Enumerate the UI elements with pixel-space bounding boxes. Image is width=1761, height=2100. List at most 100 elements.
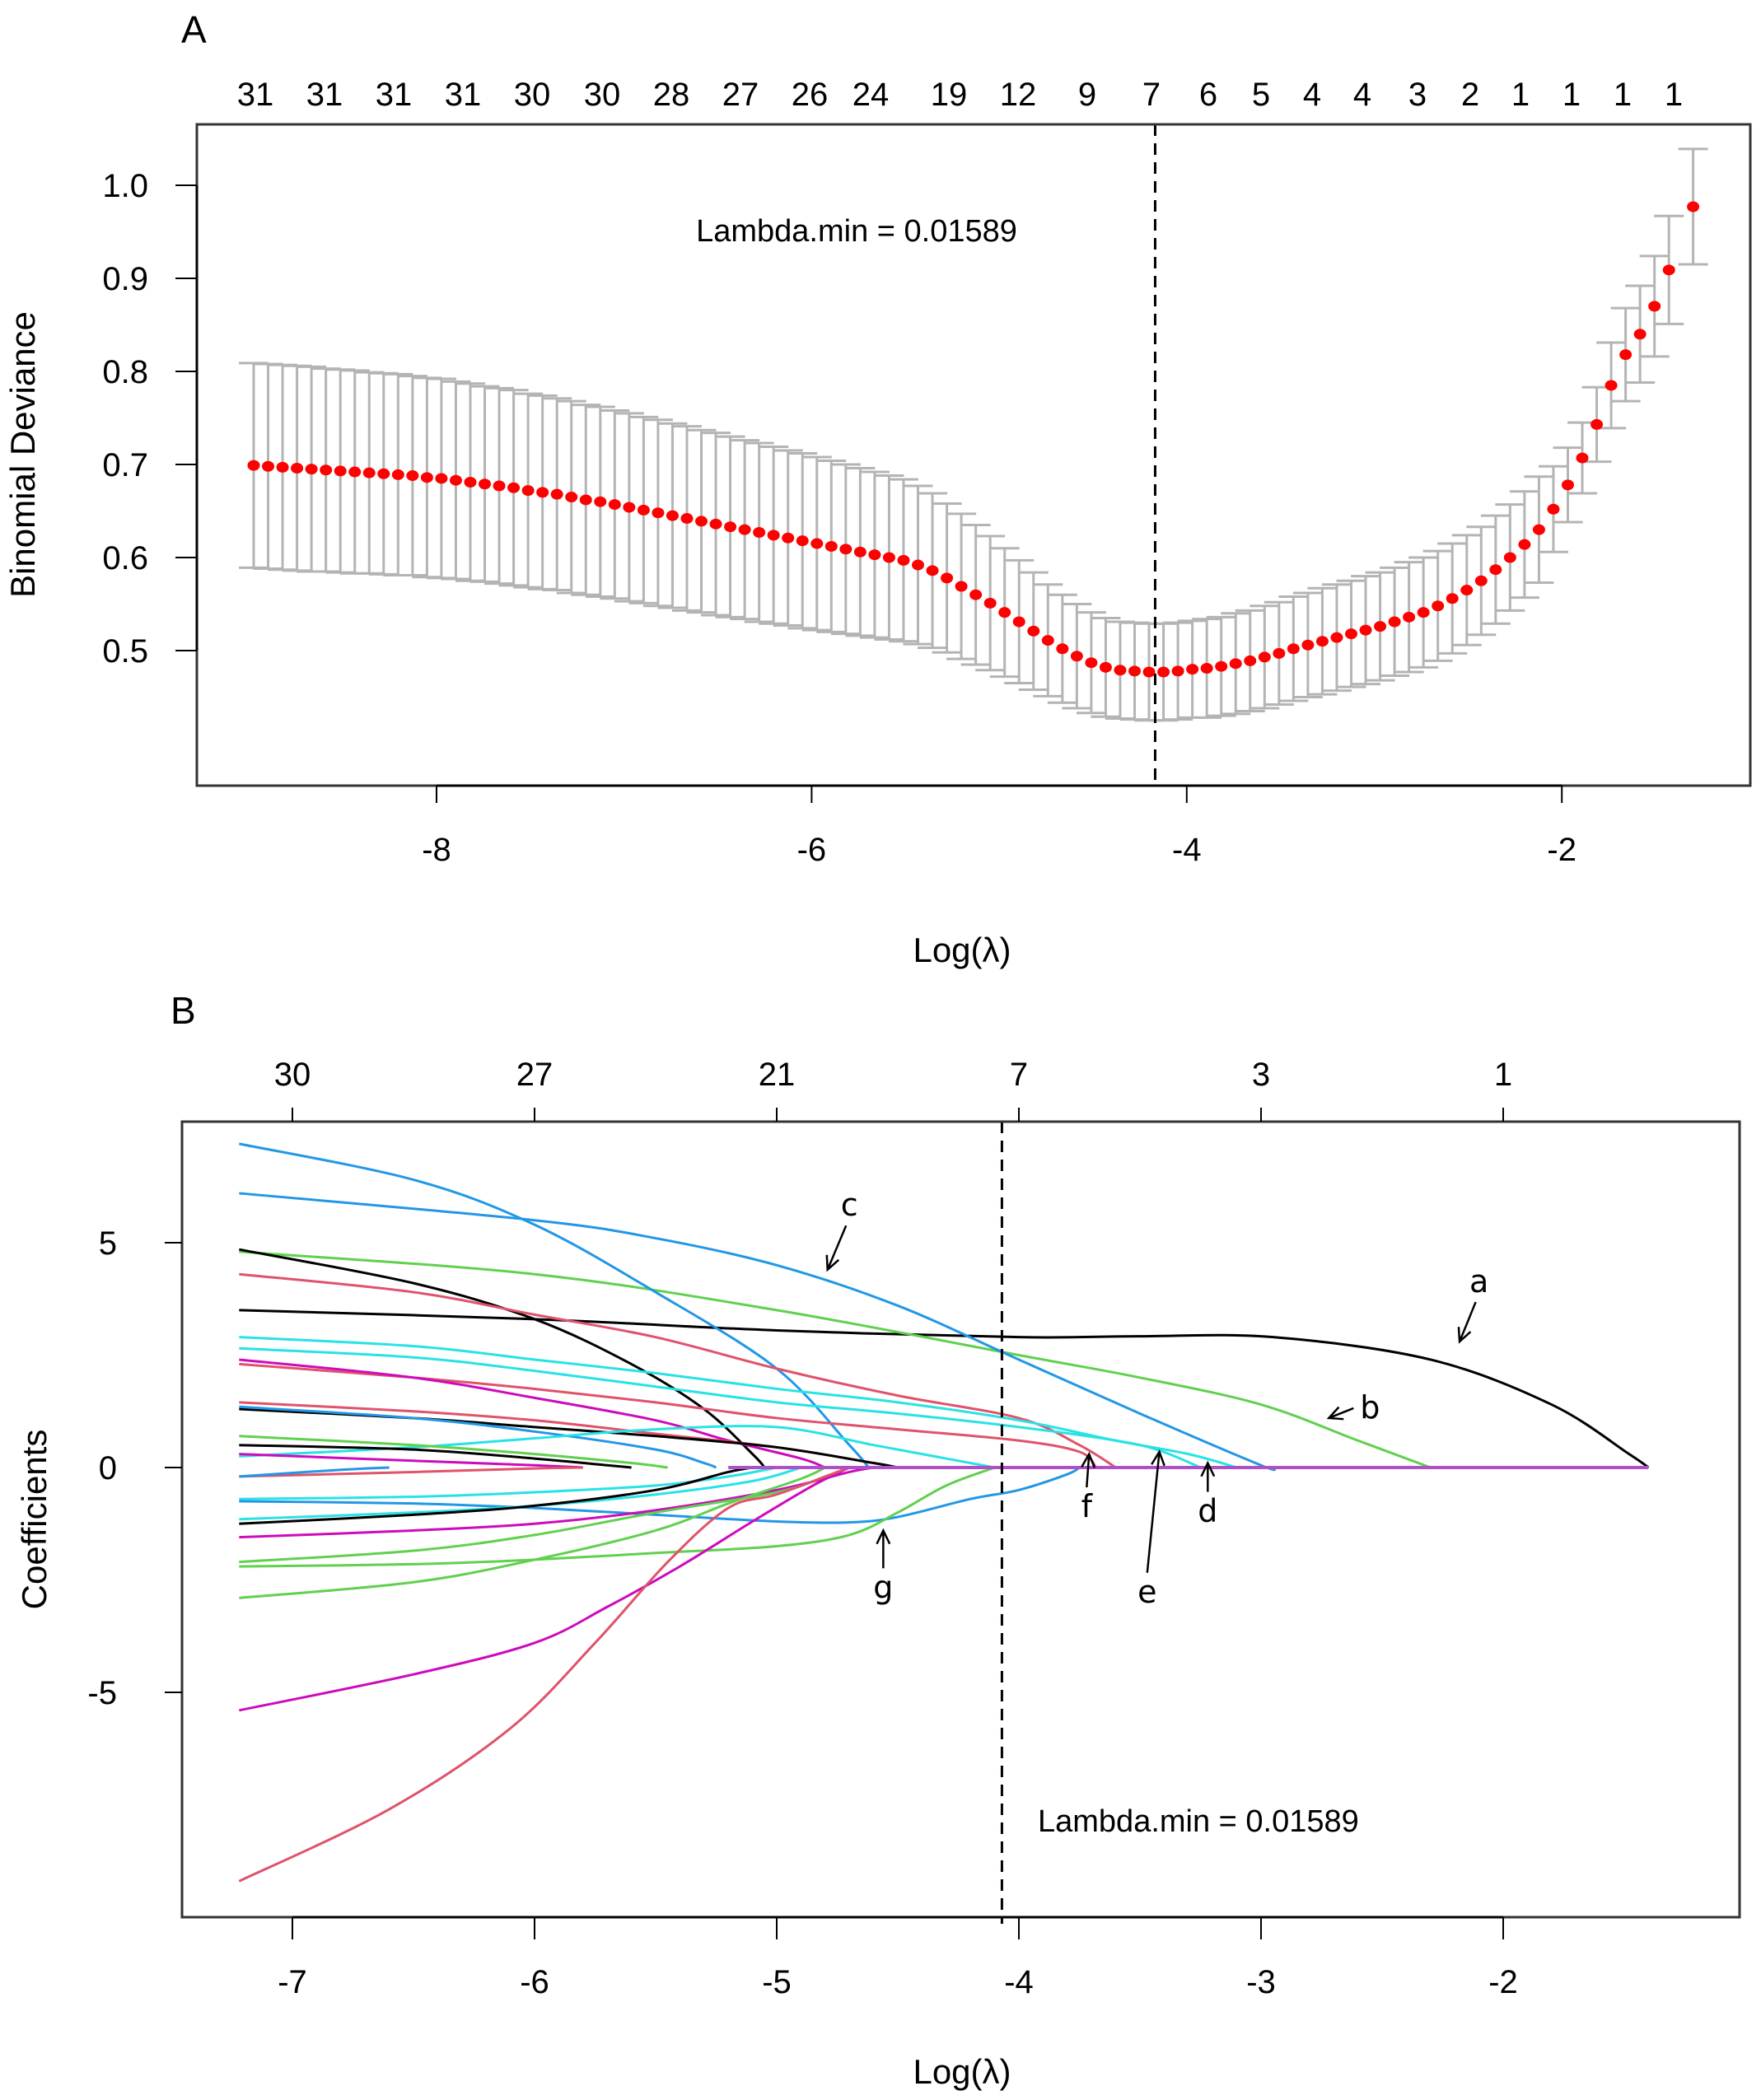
data-point xyxy=(1056,643,1069,655)
panel-b: B -7 -6 -5 -4 -3 -2 -5 0 5 30 27 21 7 3 1 a b c d e f g La… xyxy=(15,989,1741,2091)
data-point xyxy=(479,478,492,490)
y-tick-label: 5 xyxy=(99,1225,117,1262)
x-tick-label: -2 xyxy=(1488,1964,1518,2000)
data-point xyxy=(1503,552,1516,563)
data-point xyxy=(868,549,881,561)
data-point xyxy=(1128,665,1141,677)
top-axis-label: 31 xyxy=(306,77,343,113)
data-point xyxy=(637,504,650,516)
data-point xyxy=(247,460,260,471)
top-axis-label: 3 xyxy=(1408,77,1427,113)
top-axis-label: 1 xyxy=(1665,77,1683,113)
coef-path-black-3 xyxy=(239,1444,632,1469)
y-tick-label: 1.0 xyxy=(102,168,148,204)
panel-a-letter: A xyxy=(181,8,207,51)
data-point xyxy=(276,461,289,473)
coef-path-black-4 xyxy=(239,1466,753,1525)
curve-label-text: d xyxy=(1198,1493,1217,1529)
arrow-shaft xyxy=(1328,1407,1354,1420)
data-point xyxy=(391,469,404,480)
data-point xyxy=(1374,621,1387,632)
y-tick-label: 0.5 xyxy=(102,633,148,670)
top-axis-label: 26 xyxy=(792,77,829,113)
top-axis-label: 30 xyxy=(274,1057,311,1093)
arrow-head-icon xyxy=(1200,1460,1216,1477)
x-tick-label: -2 xyxy=(1547,832,1576,868)
top-axis-label: 4 xyxy=(1303,77,1321,113)
top-axis-label: 31 xyxy=(445,77,482,113)
panel-b-curve-labels: a b c d e f g xyxy=(825,1187,1488,1610)
data-point xyxy=(666,510,679,521)
data-point xyxy=(912,559,925,571)
coef-path-magenta-4 xyxy=(239,1466,850,1712)
curve-label-d: d xyxy=(1198,1460,1217,1529)
top-axis-label: 30 xyxy=(584,77,621,113)
data-point xyxy=(1547,503,1560,515)
coef-path-magenta-2 xyxy=(239,1453,583,1469)
curve-label-text: g xyxy=(873,1569,893,1605)
data-point xyxy=(882,552,895,563)
coef-path-c xyxy=(239,1192,1277,1472)
data-point xyxy=(623,502,636,513)
data-point xyxy=(536,487,549,498)
data-point xyxy=(1633,329,1647,340)
top-axis-label: 27 xyxy=(516,1057,554,1093)
data-point xyxy=(1012,616,1025,628)
x-tick-label: -6 xyxy=(520,1964,549,2000)
y-tick-label: 0.6 xyxy=(102,540,148,576)
data-point xyxy=(1099,661,1112,673)
data-point xyxy=(1215,660,1228,672)
panel-a-y-title: Binomial Deviance xyxy=(3,311,42,598)
data-point xyxy=(1561,479,1574,491)
data-point xyxy=(1142,666,1156,678)
data-point xyxy=(406,470,419,482)
data-point xyxy=(1344,628,1357,640)
data-point xyxy=(680,513,694,525)
data-point xyxy=(1085,657,1098,669)
panel-a-x-axis: -8 -6 -4 -2 xyxy=(422,784,1576,868)
top-axis-label: 6 xyxy=(1199,77,1217,113)
panel-b-y-axis: -5 0 5 xyxy=(87,1225,182,1711)
data-point xyxy=(983,597,997,609)
panel-a-x-title: Log(λ) xyxy=(913,931,1011,969)
top-axis-label: 2 xyxy=(1461,77,1479,113)
coef-path-red-4 xyxy=(238,1466,850,1883)
data-point xyxy=(1301,639,1315,651)
data-point xyxy=(1027,625,1040,637)
coef-path-cyan-3 xyxy=(239,1425,995,1469)
data-point xyxy=(1518,539,1531,550)
x-tick-label: -7 xyxy=(278,1964,307,2000)
data-point xyxy=(1171,665,1184,677)
x-tick-label: -4 xyxy=(1004,1964,1034,2000)
data-point xyxy=(796,535,809,547)
data-point xyxy=(738,524,751,535)
y-tick-label: -5 xyxy=(87,1675,117,1711)
panel-a-top-axis: 31 31 31 31 30 30 28 27 26 24 19 12 9 7 6 5 4 4 3 2 1 1 1 1 xyxy=(237,77,1683,113)
data-point xyxy=(1258,651,1271,663)
data-point xyxy=(955,581,968,592)
panel-b-letter: B xyxy=(170,989,196,1032)
curve-label-text: b xyxy=(1360,1389,1380,1426)
data-point xyxy=(1070,651,1083,662)
data-point xyxy=(320,464,333,476)
data-point xyxy=(853,546,866,558)
curve-label-f: f xyxy=(1081,1451,1096,1524)
data-point xyxy=(507,482,521,493)
data-point xyxy=(1662,264,1675,276)
arrow-shaft xyxy=(1146,1451,1161,1573)
coef-path-cyan-4 xyxy=(239,1466,778,1500)
data-point xyxy=(305,464,318,475)
top-axis-label: 7 xyxy=(1142,77,1161,113)
x-tick-label: -6 xyxy=(797,832,827,868)
coef-path-magenta-1 xyxy=(239,1358,826,1469)
data-point xyxy=(291,463,304,474)
data-point xyxy=(334,465,347,477)
data-point xyxy=(1619,349,1633,361)
coef-path-red-3 xyxy=(239,1466,583,1478)
panel-b-y-title: Coefficients xyxy=(15,1430,54,1610)
data-point xyxy=(1315,636,1329,647)
panel-b-plot-frame xyxy=(180,1120,1741,1919)
curve-label-e: e xyxy=(1137,1449,1165,1610)
data-point xyxy=(709,518,722,530)
y-tick-label: 0 xyxy=(99,1450,117,1486)
